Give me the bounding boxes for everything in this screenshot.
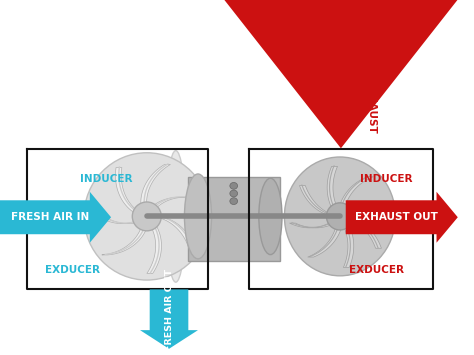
- Ellipse shape: [132, 202, 161, 231]
- Polygon shape: [0, 192, 111, 243]
- Ellipse shape: [327, 203, 354, 230]
- Text: EXHAUST OUT: EXHAUST OUT: [355, 212, 438, 222]
- Text: FRESH AIR IN: FRESH AIR IN: [10, 212, 89, 222]
- Circle shape: [230, 182, 237, 189]
- Ellipse shape: [184, 174, 211, 259]
- Ellipse shape: [84, 153, 210, 280]
- Circle shape: [230, 198, 237, 204]
- Circle shape: [230, 190, 237, 197]
- Ellipse shape: [87, 212, 95, 221]
- Polygon shape: [188, 176, 280, 261]
- Text: EXDUCER: EXDUCER: [45, 265, 100, 275]
- Text: FRESH AIR OUT: FRESH AIR OUT: [164, 269, 173, 351]
- Ellipse shape: [259, 178, 282, 255]
- Polygon shape: [140, 289, 198, 349]
- Text: INDUCER: INDUCER: [80, 174, 133, 184]
- Text: INDUCER: INDUCER: [360, 174, 412, 184]
- Text: EXHAUST
IN: EXHAUST IN: [355, 79, 376, 133]
- Polygon shape: [346, 192, 458, 243]
- Ellipse shape: [166, 151, 185, 282]
- Ellipse shape: [284, 157, 395, 276]
- Text: EXDUCER: EXDUCER: [349, 265, 404, 275]
